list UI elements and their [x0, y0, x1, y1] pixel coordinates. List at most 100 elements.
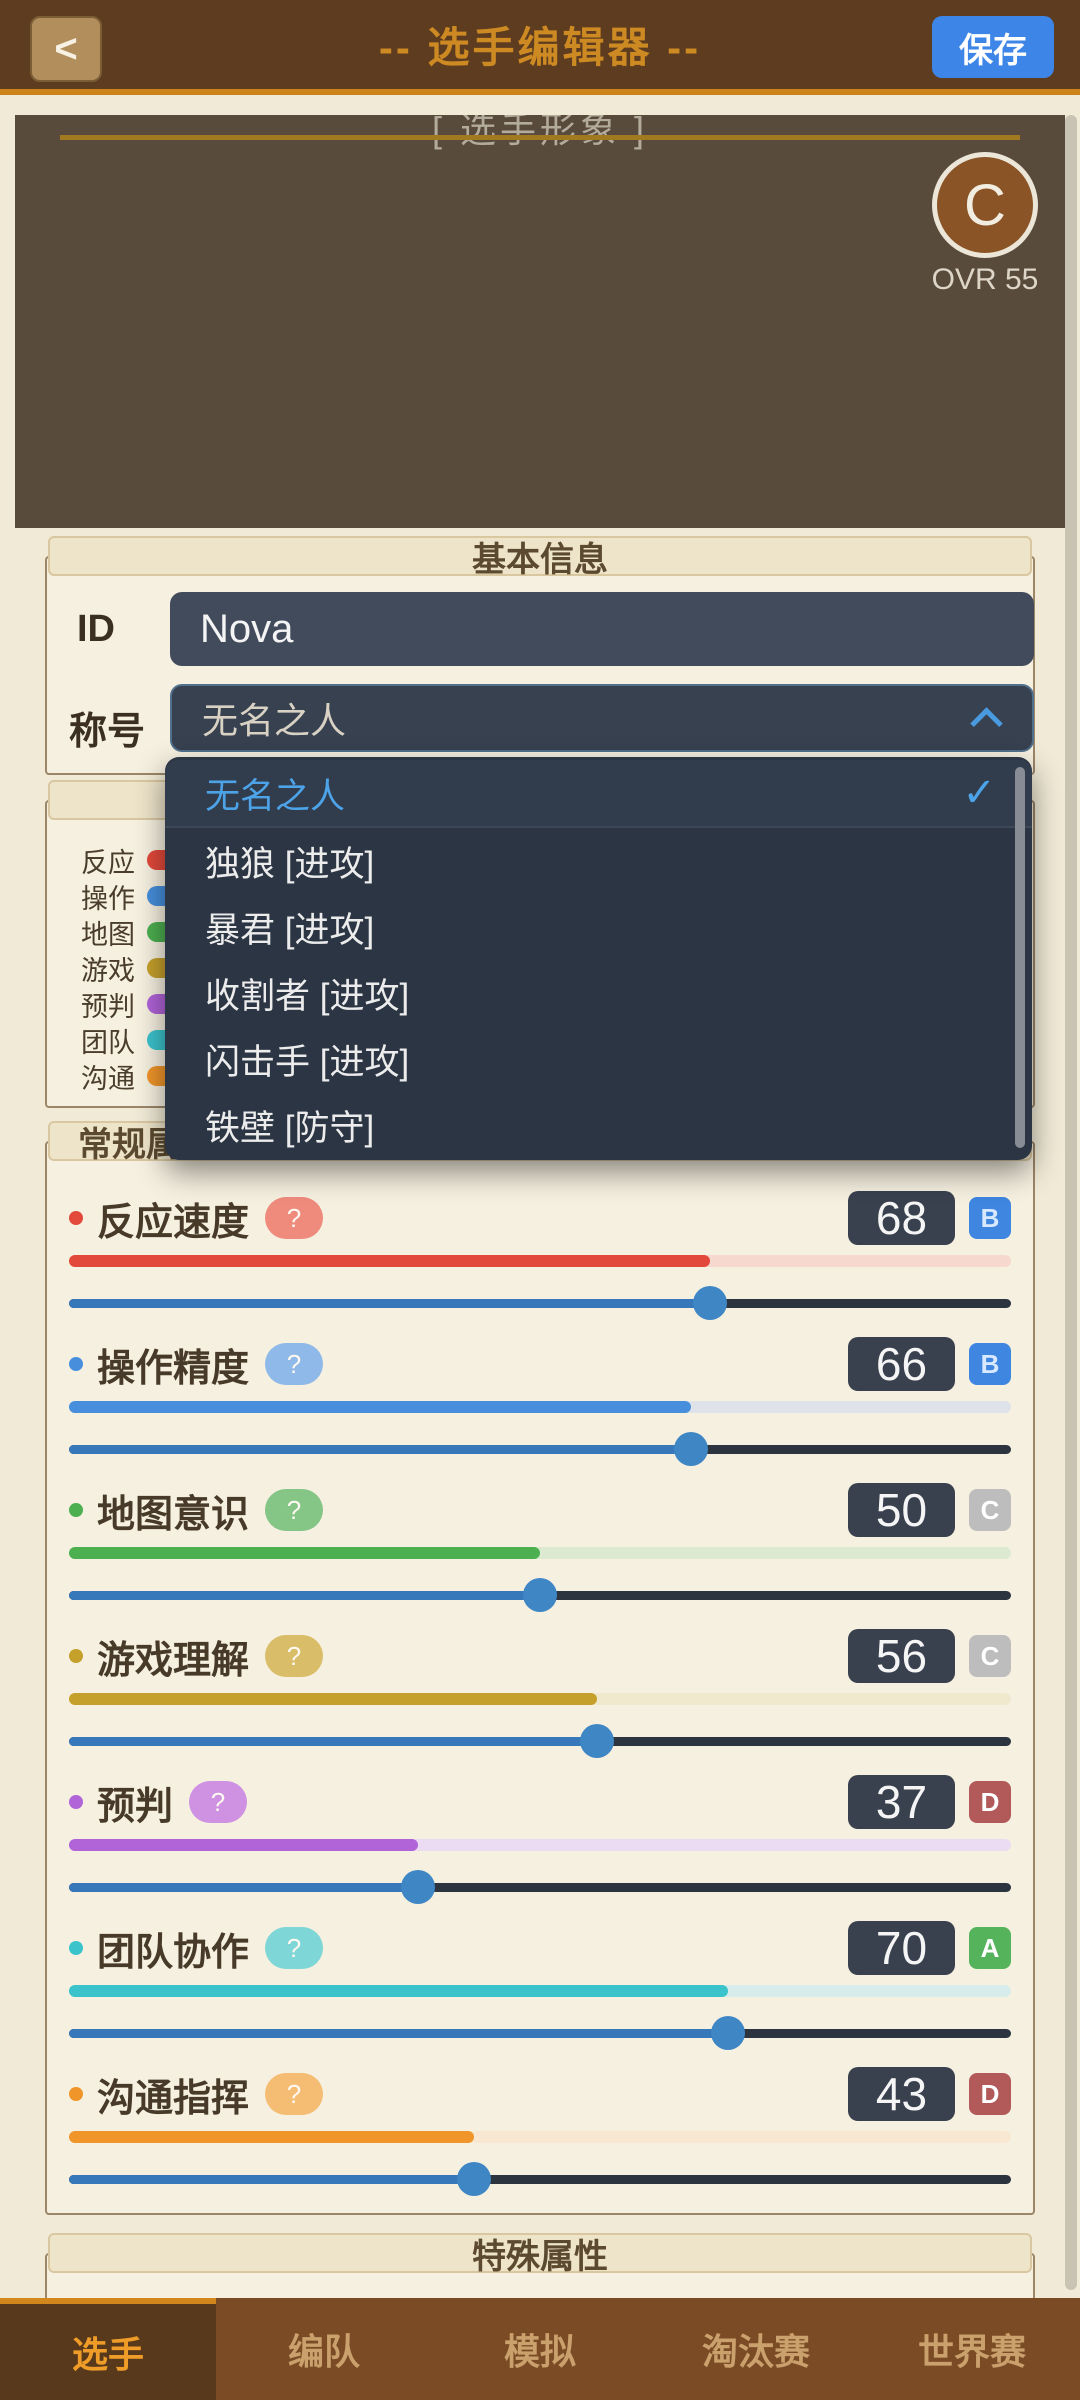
- dropdown-option[interactable]: 独狼 [进攻]: [165, 828, 1032, 894]
- alias-dropdown: 无名之人 ✓ 独狼 [进攻] 暴君 [进攻] 收割者 [进攻] 闪击手 [进攻] …: [165, 757, 1032, 1160]
- nav-tab-players[interactable]: 选手: [0, 2298, 216, 2400]
- grade-badge: C: [969, 1489, 1011, 1531]
- attribute-label: 沟通指挥: [97, 2077, 250, 2120]
- overview-label: 游戏: [81, 955, 135, 986]
- attribute-label: 预判: [97, 1785, 174, 1828]
- help-icon[interactable]: ?: [265, 1635, 324, 1677]
- dropdown-option[interactable]: 收割者 [进攻]: [165, 960, 1032, 1026]
- dropdown-scrollbar[interactable]: [1015, 767, 1025, 1148]
- attribute-value: 43: [848, 2067, 955, 2121]
- page-title: -- 选手编辑器 --: [378, 24, 702, 71]
- chevron-up-icon: [970, 707, 1003, 740]
- slider-handle[interactable]: [400, 1870, 435, 1904]
- attribute-color-dot: [69, 1649, 83, 1663]
- help-icon[interactable]: ?: [265, 1197, 324, 1239]
- alias-select[interactable]: 无名之人: [170, 684, 1034, 752]
- slider-handle[interactable]: [523, 1578, 557, 1612]
- attribute-slider[interactable]: [69, 1285, 1011, 1321]
- attribute-progress-bar: [69, 1401, 1011, 1413]
- slider-handle[interactable]: [673, 1432, 708, 1466]
- page-scrollbar[interactable]: [1065, 115, 1077, 2290]
- help-icon[interactable]: ?: [265, 1343, 324, 1385]
- dropdown-option[interactable]: 闪击手 [进攻]: [165, 1026, 1032, 1092]
- grade-badge: B: [969, 1197, 1011, 1239]
- dropdown-option-label: 闪击手 [进攻]: [205, 1042, 410, 1082]
- divider: [60, 135, 1020, 140]
- help-icon[interactable]: ?: [189, 1781, 248, 1823]
- attribute-progress-bar: [69, 1255, 1011, 1267]
- attribute-color-dot: [69, 2087, 83, 2101]
- dropdown-option[interactable]: 无名之人 ✓: [165, 760, 1032, 828]
- attribute-slider[interactable]: [69, 1431, 1011, 1467]
- attribute-color-dot: [69, 1795, 83, 1809]
- attribute-row: 地图意识? 50 C: [69, 1479, 1011, 1625]
- nav-tab-teams[interactable]: 编队: [287, 2331, 360, 2372]
- help-icon[interactable]: ?: [265, 1489, 324, 1531]
- overview-label: 操作: [81, 883, 135, 914]
- attribute-value: 37: [848, 1775, 955, 1829]
- attribute-color-dot: [69, 1941, 83, 1955]
- alias-selected-value: 无名之人: [202, 700, 347, 741]
- slider-handle[interactable]: [711, 2016, 746, 2050]
- overview-label: 预判: [81, 991, 135, 1022]
- id-input[interactable]: Nova: [170, 592, 1034, 666]
- attribute-slider[interactable]: [69, 2161, 1011, 2197]
- slider-handle[interactable]: [579, 1724, 614, 1758]
- portrait-panel: [ 选手形象 ] C OVR 55: [15, 115, 1065, 528]
- attribute-value: 50: [848, 1483, 955, 1537]
- attribute-row: 游戏理解? 56 C: [69, 1625, 1011, 1771]
- grade-badge: A: [969, 1927, 1011, 1969]
- help-icon[interactable]: ?: [265, 2073, 324, 2115]
- dropdown-option-label: 独狼 [进攻]: [205, 844, 375, 884]
- attribute-label: 地图意识: [97, 1493, 250, 1536]
- back-button[interactable]: <: [30, 16, 102, 82]
- attribute-progress-bar: [69, 1985, 1011, 1997]
- help-icon[interactable]: ?: [265, 1927, 324, 1969]
- attribute-label: 游戏理解: [97, 1639, 250, 1682]
- dropdown-option-label: 铁壁 [防守]: [205, 1108, 375, 1148]
- slider-handle[interactable]: [692, 1286, 727, 1320]
- bottom-nav: 选手 编队 模拟 淘汰赛 世界赛: [0, 2298, 1080, 2400]
- save-button[interactable]: 保存: [932, 16, 1054, 78]
- id-label: ID: [77, 608, 115, 650]
- attribute-progress-bar: [69, 2131, 1011, 2143]
- section-header-basic-info: 基本信息: [48, 536, 1032, 579]
- dropdown-option-label: 无名之人: [205, 776, 346, 816]
- attribute-color-dot: [69, 1503, 83, 1517]
- dropdown-option-label: 收割者 [进攻]: [205, 976, 410, 1016]
- nav-tab-simulation[interactable]: 模拟: [503, 2331, 576, 2372]
- attribute-row: 反应速度? 68 B: [69, 1187, 1011, 1333]
- attribute-slider[interactable]: [69, 2015, 1011, 2051]
- overview-label: 反应: [81, 847, 135, 878]
- attribute-value: 56: [848, 1629, 955, 1683]
- attribute-color-dot: [69, 1211, 83, 1225]
- slider-handle[interactable]: [457, 2162, 492, 2196]
- attribute-label: 团队协作: [97, 1931, 250, 1974]
- attribute-row: 预判? 37 D: [69, 1771, 1011, 1917]
- dropdown-option[interactable]: 铁壁 [防守]: [165, 1092, 1032, 1158]
- overall-rating: OVR 55: [931, 263, 1039, 296]
- attribute-value: 70: [848, 1921, 955, 1975]
- attribute-slider[interactable]: [69, 1869, 1011, 1905]
- nav-tab-worlds[interactable]: 世界赛: [917, 2331, 1026, 2372]
- attribute-value: 66: [848, 1337, 955, 1391]
- nav-tab-playoffs[interactable]: 淘汰赛: [701, 2331, 810, 2372]
- top-bar: < -- 选手编辑器 -- 保存: [0, 0, 1080, 95]
- attribute-value: 68: [848, 1191, 955, 1245]
- grade-badge: D: [969, 2073, 1011, 2115]
- attribute-slider[interactable]: [69, 1723, 1011, 1759]
- portrait-label: [ 选手形象 ]: [431, 115, 648, 150]
- attribute-slider[interactable]: [69, 1577, 1011, 1613]
- attribute-progress-bar: [69, 1839, 1011, 1851]
- attribute-label: 反应速度: [97, 1201, 250, 1244]
- overview-label: 沟通: [81, 1063, 135, 1094]
- alias-label: 称号: [69, 711, 146, 753]
- dropdown-option[interactable]: 暴君 [进攻]: [165, 894, 1032, 960]
- check-icon: ✓: [962, 771, 996, 815]
- attribute-row: 操作精度? 66 B: [69, 1333, 1011, 1479]
- attribute-progress-bar: [69, 1547, 1011, 1559]
- attribute-row: 沟通指挥? 43 D: [69, 2063, 1011, 2209]
- attribute-color-dot: [69, 1357, 83, 1371]
- overview-label: 团队: [81, 1027, 135, 1058]
